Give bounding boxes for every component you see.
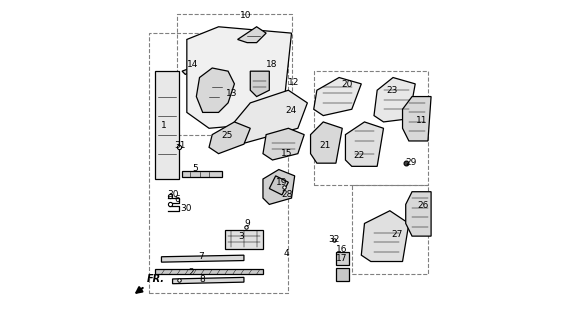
Text: 16: 16 — [336, 245, 347, 254]
Polygon shape — [336, 252, 349, 265]
Polygon shape — [345, 122, 384, 166]
Polygon shape — [182, 171, 222, 178]
Text: 1: 1 — [161, 121, 167, 130]
Text: 25: 25 — [221, 131, 232, 140]
Polygon shape — [263, 128, 304, 160]
Text: 6: 6 — [174, 195, 180, 204]
Text: 11: 11 — [416, 116, 428, 125]
Text: 15: 15 — [281, 149, 293, 158]
Text: 23: 23 — [387, 86, 398, 95]
Polygon shape — [182, 59, 215, 74]
Polygon shape — [314, 77, 362, 116]
Text: 20: 20 — [341, 80, 352, 89]
Polygon shape — [155, 71, 179, 179]
Text: 32: 32 — [329, 236, 340, 244]
Polygon shape — [225, 230, 263, 249]
Polygon shape — [270, 176, 288, 195]
Text: 14: 14 — [187, 60, 198, 69]
Text: 12: 12 — [288, 78, 299, 87]
Text: 31: 31 — [175, 141, 186, 150]
Text: 18: 18 — [266, 60, 277, 69]
Text: 2: 2 — [189, 268, 195, 277]
Text: 26: 26 — [417, 201, 429, 210]
Text: 21: 21 — [319, 141, 331, 150]
Text: 5: 5 — [192, 164, 197, 173]
Text: 4: 4 — [284, 249, 289, 258]
Text: 27: 27 — [391, 230, 403, 239]
Polygon shape — [155, 269, 263, 274]
Polygon shape — [374, 77, 415, 122]
Text: 22: 22 — [353, 151, 364, 160]
Text: 3: 3 — [238, 232, 244, 241]
Polygon shape — [187, 27, 292, 128]
Text: 9: 9 — [244, 219, 250, 228]
Polygon shape — [406, 192, 431, 236]
Text: 24: 24 — [285, 106, 297, 115]
Polygon shape — [336, 268, 349, 281]
Text: 7: 7 — [198, 252, 204, 260]
Polygon shape — [161, 255, 244, 262]
Text: 28: 28 — [281, 190, 293, 199]
Polygon shape — [250, 71, 270, 97]
Text: FR.: FR. — [147, 274, 165, 284]
Polygon shape — [311, 122, 342, 163]
Text: 13: 13 — [226, 89, 237, 98]
Polygon shape — [196, 68, 235, 112]
Text: 30: 30 — [180, 204, 192, 213]
Polygon shape — [237, 27, 266, 43]
Polygon shape — [362, 211, 409, 261]
Text: 17: 17 — [336, 254, 347, 263]
Polygon shape — [235, 90, 307, 144]
Text: 8: 8 — [200, 276, 205, 284]
Text: 30: 30 — [167, 190, 178, 199]
Polygon shape — [209, 122, 250, 154]
Text: 29: 29 — [405, 158, 416, 167]
Polygon shape — [173, 277, 244, 284]
Polygon shape — [263, 170, 294, 204]
Polygon shape — [403, 97, 431, 141]
Text: 19: 19 — [276, 178, 287, 187]
Text: 10: 10 — [240, 11, 252, 20]
